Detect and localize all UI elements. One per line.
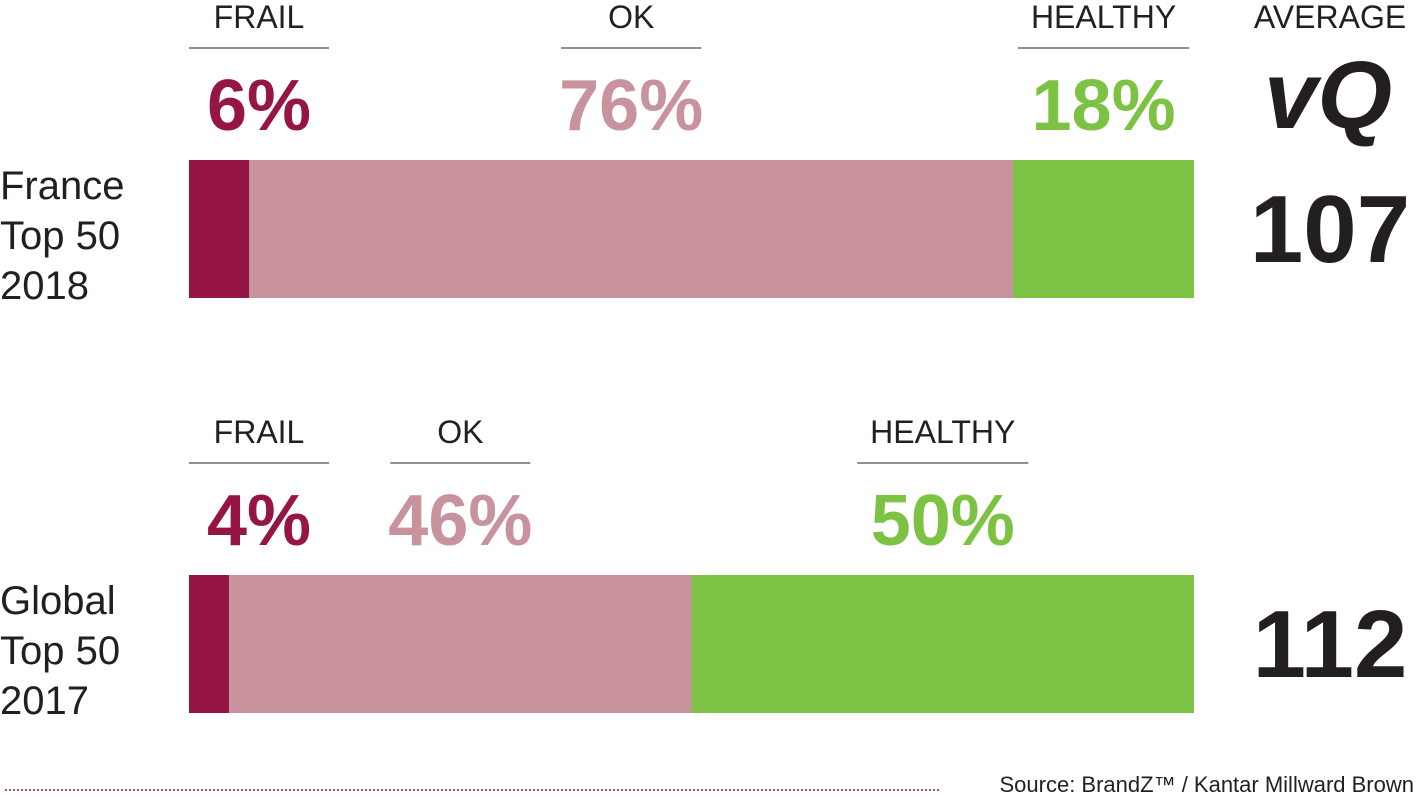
row-label: 2018	[0, 264, 89, 308]
bar-segment	[249, 160, 1014, 298]
value-label: 50%	[871, 481, 1015, 561]
segment-name: HEALTHY	[870, 414, 1015, 450]
row-label: Top 50	[0, 214, 120, 258]
value-label: 4%	[207, 481, 311, 561]
row-label: Top 50	[0, 629, 120, 673]
source: Source: BrandZ™ / Kantar Millward Brown	[1000, 772, 1415, 796]
average-header: AVERAGE	[1254, 0, 1406, 35]
segment-name: HEALTHY	[1031, 0, 1176, 35]
row-label: 2017	[0, 679, 89, 723]
value-label: 6%	[207, 66, 311, 146]
segment-name: FRAIL	[214, 414, 305, 450]
segment-name: OK	[437, 414, 483, 450]
bar-segment	[229, 575, 692, 713]
value-label: 76%	[559, 66, 703, 146]
row-label: France	[0, 164, 125, 208]
bar-segment	[189, 160, 250, 298]
value-label: 46%	[388, 481, 532, 561]
average-vq: 107	[1250, 176, 1410, 283]
bar-segment	[1013, 160, 1194, 298]
row-label: Global	[0, 579, 116, 623]
average-vq: 112	[1253, 591, 1408, 698]
bar-segment	[691, 575, 1194, 713]
value-label: 18%	[1031, 66, 1175, 146]
segment-name: FRAIL	[214, 0, 305, 35]
segment-name: OK	[608, 0, 654, 35]
bar-segment	[189, 575, 230, 713]
logo: vQ	[1264, 42, 1392, 149]
